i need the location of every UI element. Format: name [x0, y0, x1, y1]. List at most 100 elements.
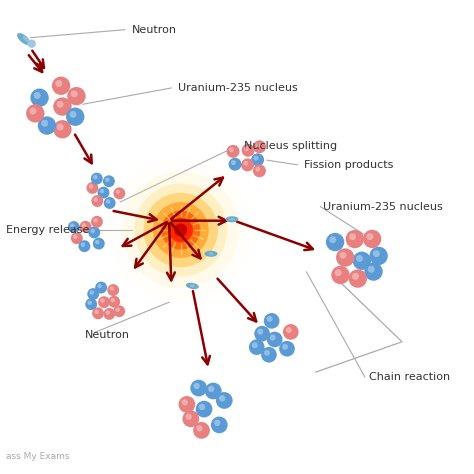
- Circle shape: [71, 232, 83, 244]
- Circle shape: [91, 195, 103, 207]
- Circle shape: [252, 342, 258, 348]
- Circle shape: [253, 140, 266, 153]
- Circle shape: [363, 230, 381, 248]
- Circle shape: [219, 395, 225, 401]
- Circle shape: [66, 108, 84, 126]
- Circle shape: [91, 228, 95, 233]
- Circle shape: [144, 193, 218, 267]
- Circle shape: [91, 216, 103, 228]
- Circle shape: [70, 223, 74, 228]
- Circle shape: [229, 147, 234, 152]
- Circle shape: [86, 182, 99, 194]
- Circle shape: [88, 301, 92, 305]
- Circle shape: [88, 227, 100, 238]
- Circle shape: [242, 144, 255, 157]
- Circle shape: [113, 187, 125, 199]
- Circle shape: [26, 104, 45, 123]
- Circle shape: [253, 164, 266, 177]
- Circle shape: [93, 197, 98, 202]
- Circle shape: [122, 172, 239, 288]
- Circle shape: [214, 419, 220, 426]
- Circle shape: [174, 224, 187, 237]
- Circle shape: [73, 235, 78, 239]
- Circle shape: [106, 310, 110, 315]
- Circle shape: [182, 410, 199, 427]
- Circle shape: [190, 380, 207, 396]
- Circle shape: [103, 175, 115, 187]
- Circle shape: [161, 210, 201, 250]
- Circle shape: [93, 237, 105, 249]
- Circle shape: [105, 177, 109, 182]
- Circle shape: [116, 308, 120, 312]
- Circle shape: [30, 89, 49, 107]
- Circle shape: [103, 308, 115, 320]
- Circle shape: [282, 344, 288, 350]
- Circle shape: [369, 246, 388, 265]
- Circle shape: [68, 221, 80, 233]
- Circle shape: [85, 298, 97, 310]
- Circle shape: [249, 339, 264, 355]
- Circle shape: [98, 284, 102, 288]
- Text: ass My Exams: ass My Exams: [6, 452, 70, 461]
- Circle shape: [34, 92, 41, 99]
- Circle shape: [267, 316, 273, 322]
- Circle shape: [270, 335, 276, 340]
- Circle shape: [169, 218, 193, 242]
- Circle shape: [264, 350, 270, 356]
- Circle shape: [211, 417, 228, 433]
- Circle shape: [329, 236, 336, 243]
- Circle shape: [95, 282, 107, 293]
- Circle shape: [153, 202, 209, 258]
- Circle shape: [38, 117, 56, 135]
- Circle shape: [52, 77, 70, 95]
- Circle shape: [228, 158, 241, 171]
- Circle shape: [92, 307, 104, 319]
- Circle shape: [356, 255, 363, 262]
- Circle shape: [113, 305, 125, 317]
- Circle shape: [109, 286, 114, 291]
- Circle shape: [100, 189, 104, 193]
- Circle shape: [80, 221, 91, 233]
- Circle shape: [348, 269, 367, 288]
- Circle shape: [107, 284, 119, 296]
- Circle shape: [87, 288, 99, 300]
- Circle shape: [53, 120, 72, 138]
- Circle shape: [335, 269, 342, 276]
- Circle shape: [264, 313, 280, 328]
- Circle shape: [93, 218, 98, 223]
- Circle shape: [193, 422, 210, 439]
- Circle shape: [346, 230, 364, 248]
- Circle shape: [56, 101, 64, 108]
- Text: Uranium-235 nucleus: Uranium-235 nucleus: [323, 202, 443, 212]
- Text: Nucleus splitting: Nucleus splitting: [244, 141, 337, 151]
- Circle shape: [93, 175, 98, 179]
- Circle shape: [104, 197, 116, 209]
- Circle shape: [70, 111, 76, 118]
- Ellipse shape: [190, 284, 195, 287]
- Circle shape: [116, 190, 120, 194]
- Circle shape: [81, 242, 85, 247]
- Circle shape: [353, 252, 371, 270]
- Circle shape: [90, 290, 94, 295]
- Circle shape: [41, 120, 48, 127]
- Circle shape: [227, 145, 239, 158]
- Ellipse shape: [17, 33, 30, 45]
- Circle shape: [261, 347, 277, 363]
- Text: Fission products: Fission products: [304, 160, 393, 170]
- Circle shape: [255, 167, 260, 172]
- Circle shape: [326, 233, 344, 251]
- Circle shape: [185, 413, 192, 420]
- Circle shape: [53, 97, 72, 116]
- Circle shape: [244, 146, 249, 151]
- Circle shape: [373, 250, 380, 257]
- Circle shape: [368, 266, 375, 273]
- Circle shape: [352, 273, 359, 280]
- Circle shape: [98, 296, 110, 308]
- Text: Chain reaction: Chain reaction: [369, 372, 450, 382]
- Circle shape: [349, 233, 356, 240]
- Text: Neutron: Neutron: [132, 25, 177, 35]
- Circle shape: [365, 263, 383, 281]
- Ellipse shape: [23, 36, 29, 42]
- Circle shape: [134, 183, 228, 277]
- Circle shape: [286, 327, 292, 333]
